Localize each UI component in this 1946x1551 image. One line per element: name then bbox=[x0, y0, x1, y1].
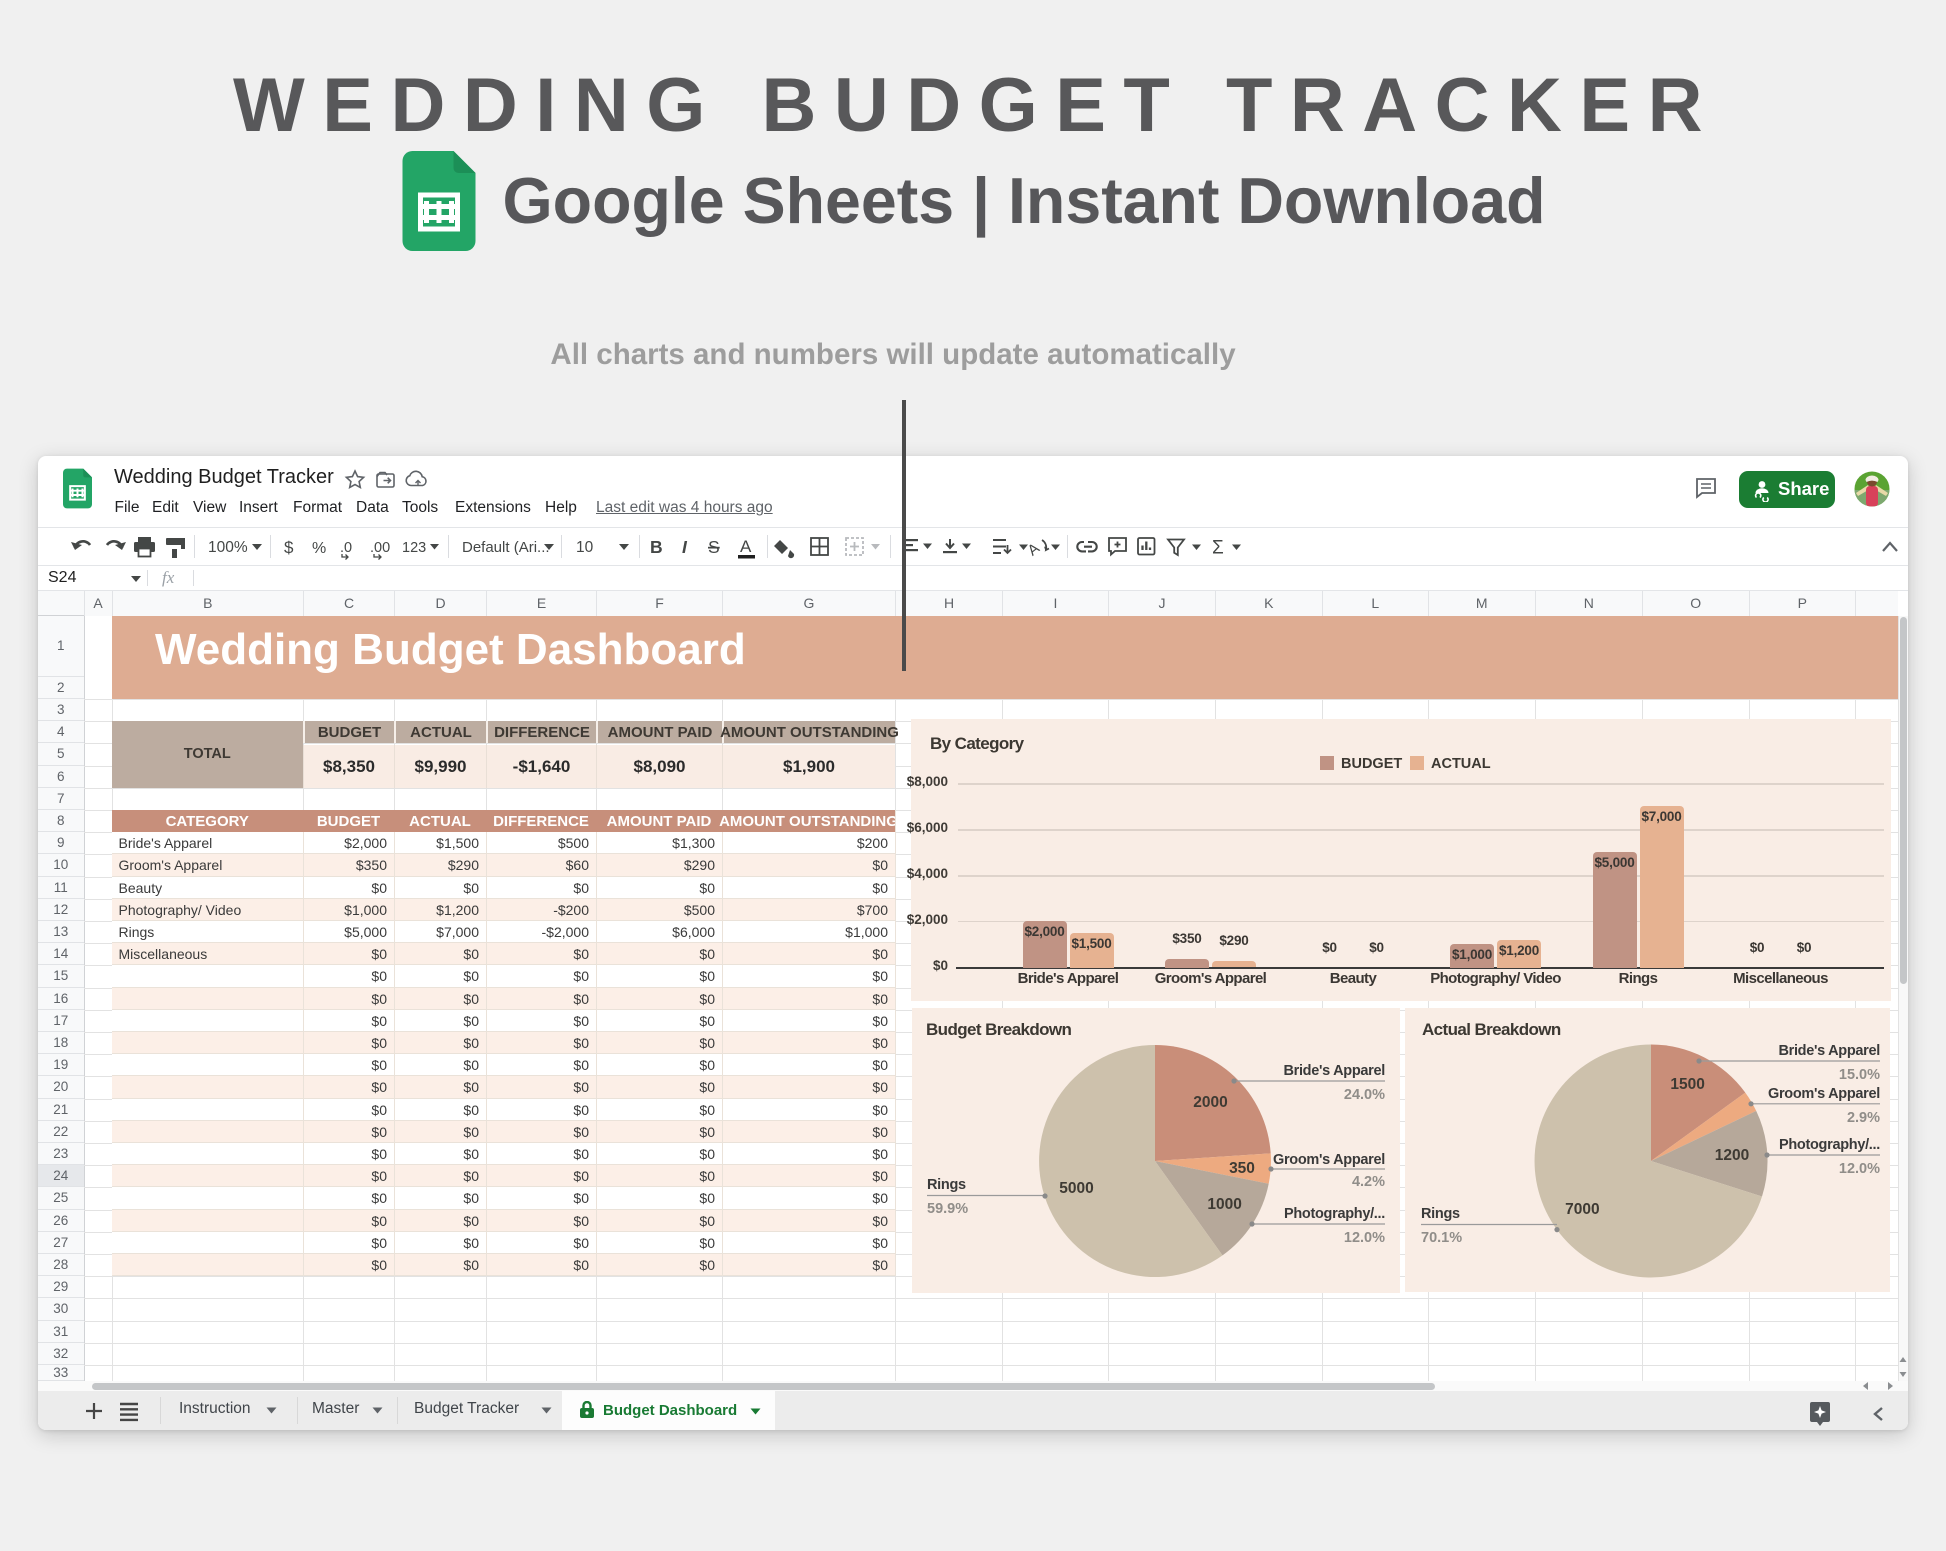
svg-text:24.0%: 24.0% bbox=[1344, 1087, 1385, 1103]
svg-text:Rings: Rings bbox=[927, 1177, 966, 1193]
svg-text:4.2%: 4.2% bbox=[1352, 1174, 1385, 1190]
svg-text:1000: 1000 bbox=[1207, 1196, 1241, 1213]
svg-text:$: $ bbox=[284, 538, 294, 557]
svg-text:123: 123 bbox=[402, 540, 426, 556]
svg-text:S: S bbox=[708, 537, 720, 557]
svg-text:Σ: Σ bbox=[1212, 538, 1224, 559]
svg-text:10: 10 bbox=[576, 539, 594, 556]
svg-text:Rings: Rings bbox=[1421, 1206, 1460, 1222]
svg-text:I: I bbox=[682, 537, 688, 557]
svg-text:1500: 1500 bbox=[1670, 1076, 1704, 1093]
svg-text:A: A bbox=[1025, 540, 1043, 560]
svg-text:Groom's Apparel: Groom's Apparel bbox=[1768, 1086, 1880, 1102]
svg-text:7000: 7000 bbox=[1565, 1201, 1599, 1218]
svg-text:%: % bbox=[312, 540, 326, 557]
svg-text:1200: 1200 bbox=[1715, 1147, 1749, 1164]
svg-text:A: A bbox=[740, 537, 752, 556]
svg-text:12.0%: 12.0% bbox=[1344, 1230, 1385, 1246]
svg-text:Photography/...: Photography/... bbox=[1779, 1137, 1880, 1153]
svg-text:Default (Ari...: Default (Ari... bbox=[462, 539, 550, 556]
svg-text:100%: 100% bbox=[208, 539, 248, 556]
svg-text:B: B bbox=[650, 537, 663, 557]
svg-text:59.9%: 59.9% bbox=[927, 1201, 968, 1217]
svg-text:350: 350 bbox=[1229, 1160, 1255, 1177]
svg-text:.00: .00 bbox=[370, 540, 390, 556]
svg-text:Bride's Apparel: Bride's Apparel bbox=[1283, 1063, 1385, 1079]
svg-text:70.1%: 70.1% bbox=[1421, 1230, 1462, 1246]
svg-text:2000: 2000 bbox=[1193, 1094, 1227, 1111]
svg-text:Photography/...: Photography/... bbox=[1284, 1206, 1385, 1222]
svg-text:12.0%: 12.0% bbox=[1839, 1161, 1880, 1177]
svg-text:5000: 5000 bbox=[1059, 1180, 1093, 1197]
svg-text:15.0%: 15.0% bbox=[1839, 1067, 1880, 1083]
svg-text:.0: .0 bbox=[340, 540, 352, 556]
svg-text:2.9%: 2.9% bbox=[1847, 1110, 1880, 1126]
svg-text:Groom's Apparel: Groom's Apparel bbox=[1273, 1152, 1385, 1168]
svg-text:Bride's Apparel: Bride's Apparel bbox=[1778, 1043, 1880, 1059]
